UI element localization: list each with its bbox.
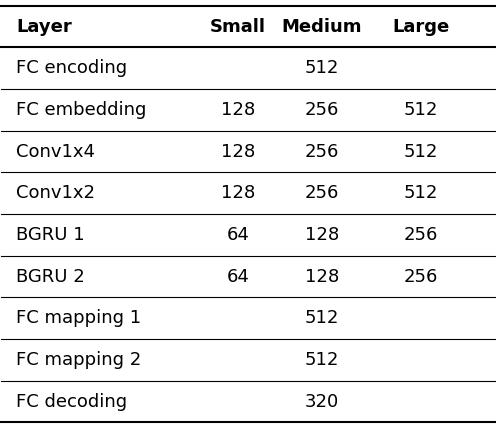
Text: 128: 128 [305,226,339,244]
Text: Conv1x4: Conv1x4 [16,143,95,161]
Text: 64: 64 [227,226,249,244]
Text: 256: 256 [403,267,438,286]
Text: 256: 256 [305,101,339,119]
Text: Large: Large [392,18,449,35]
Text: 512: 512 [305,59,339,77]
Text: 128: 128 [221,143,255,161]
Text: 64: 64 [227,267,249,286]
Text: 128: 128 [221,184,255,202]
Text: 512: 512 [403,101,438,119]
Text: Medium: Medium [282,18,362,35]
Text: FC embedding: FC embedding [16,101,146,119]
Text: Conv1x2: Conv1x2 [16,184,95,202]
Text: 128: 128 [221,101,255,119]
Text: FC mapping 1: FC mapping 1 [16,309,141,327]
Text: 128: 128 [305,267,339,286]
Text: 256: 256 [403,226,438,244]
Text: 512: 512 [305,351,339,369]
Text: BGRU 1: BGRU 1 [16,226,85,244]
Text: 512: 512 [403,184,438,202]
Text: FC mapping 2: FC mapping 2 [16,351,141,369]
Text: 256: 256 [305,184,339,202]
Text: Small: Small [210,18,266,35]
Text: FC decoding: FC decoding [16,393,127,410]
Text: 256: 256 [305,143,339,161]
Text: FC encoding: FC encoding [16,59,127,77]
Text: 512: 512 [305,309,339,327]
Text: 512: 512 [403,143,438,161]
Text: Layer: Layer [16,18,72,35]
Text: 320: 320 [305,393,339,410]
Text: BGRU 2: BGRU 2 [16,267,85,286]
